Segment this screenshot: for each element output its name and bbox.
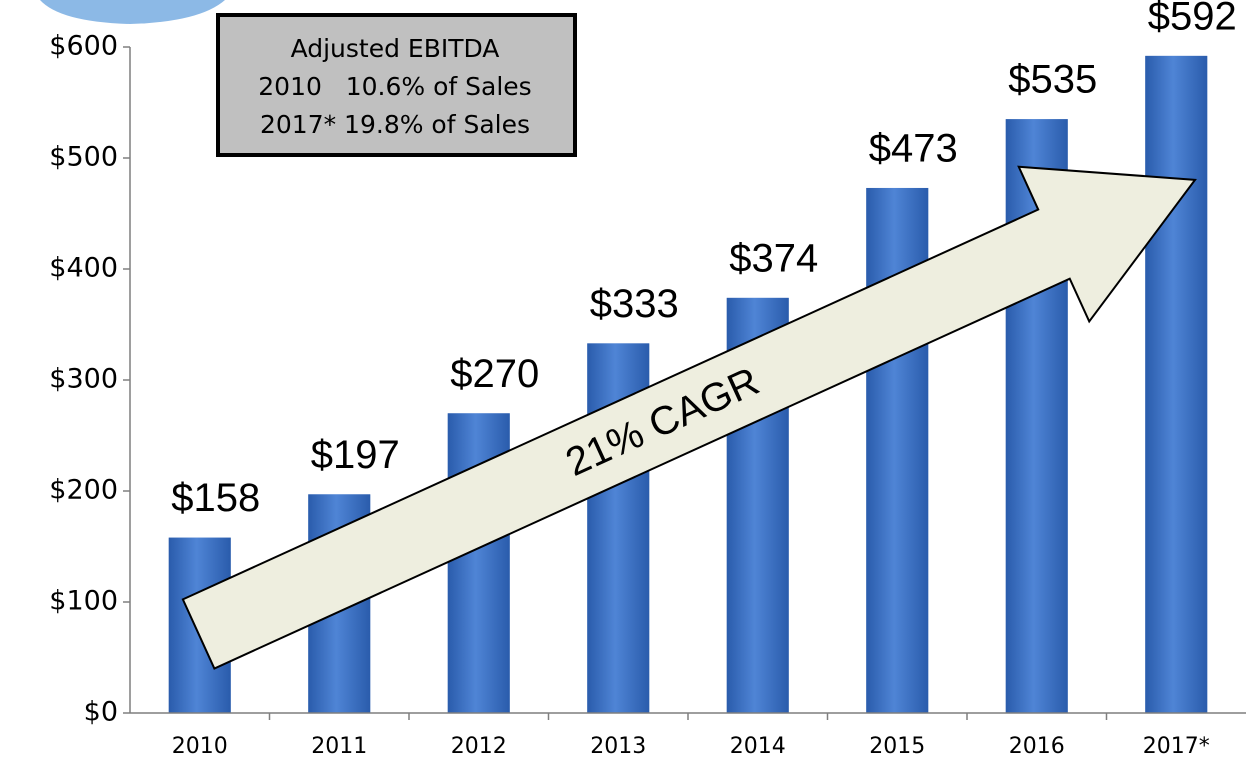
x-tick-label: 2010 [172,734,228,759]
y-tick-label: $600 [49,31,118,62]
annotation-text: 2010 10.6% of Sales [258,72,531,101]
x-tick-label: 2017* [1143,734,1210,759]
x-tick-label: 2011 [311,734,367,759]
x-tick-label: 2012 [451,734,507,759]
value-label: $333 [590,282,679,326]
y-tick-label: $300 [49,364,118,395]
x-tick-label: 2015 [869,734,925,759]
y-tick-label: $100 [49,586,118,617]
value-label: $535 [1008,58,1097,102]
value-label: $374 [729,236,818,280]
x-tick-label: 2013 [590,734,646,759]
value-label: $158 [171,476,260,520]
y-tick-label: $200 [49,475,118,506]
bar-shading [1145,56,1207,713]
value-label: $473 [869,127,958,171]
page: Adjusted EBITDA 2010 10.6% of Sales 2017… [0,0,1246,768]
chart: Adjusted EBITDA 2010 10.6% of Sales 2017… [0,0,1246,768]
y-tick-label: $500 [49,142,118,173]
value-label: $270 [450,352,539,396]
value-label: $592 [1148,0,1237,38]
value-label: $197 [311,433,400,477]
x-tick-label: 2014 [730,734,786,759]
annotation-text: Adjusted EBITDA [291,34,500,63]
annotation-text: 2017* 19.8% of Sales [260,110,530,139]
globe-decoration [40,0,225,24]
y-tick-label: $400 [49,253,118,284]
x-tick-label: 2016 [1009,734,1065,759]
y-tick-label: $0 [84,697,118,728]
